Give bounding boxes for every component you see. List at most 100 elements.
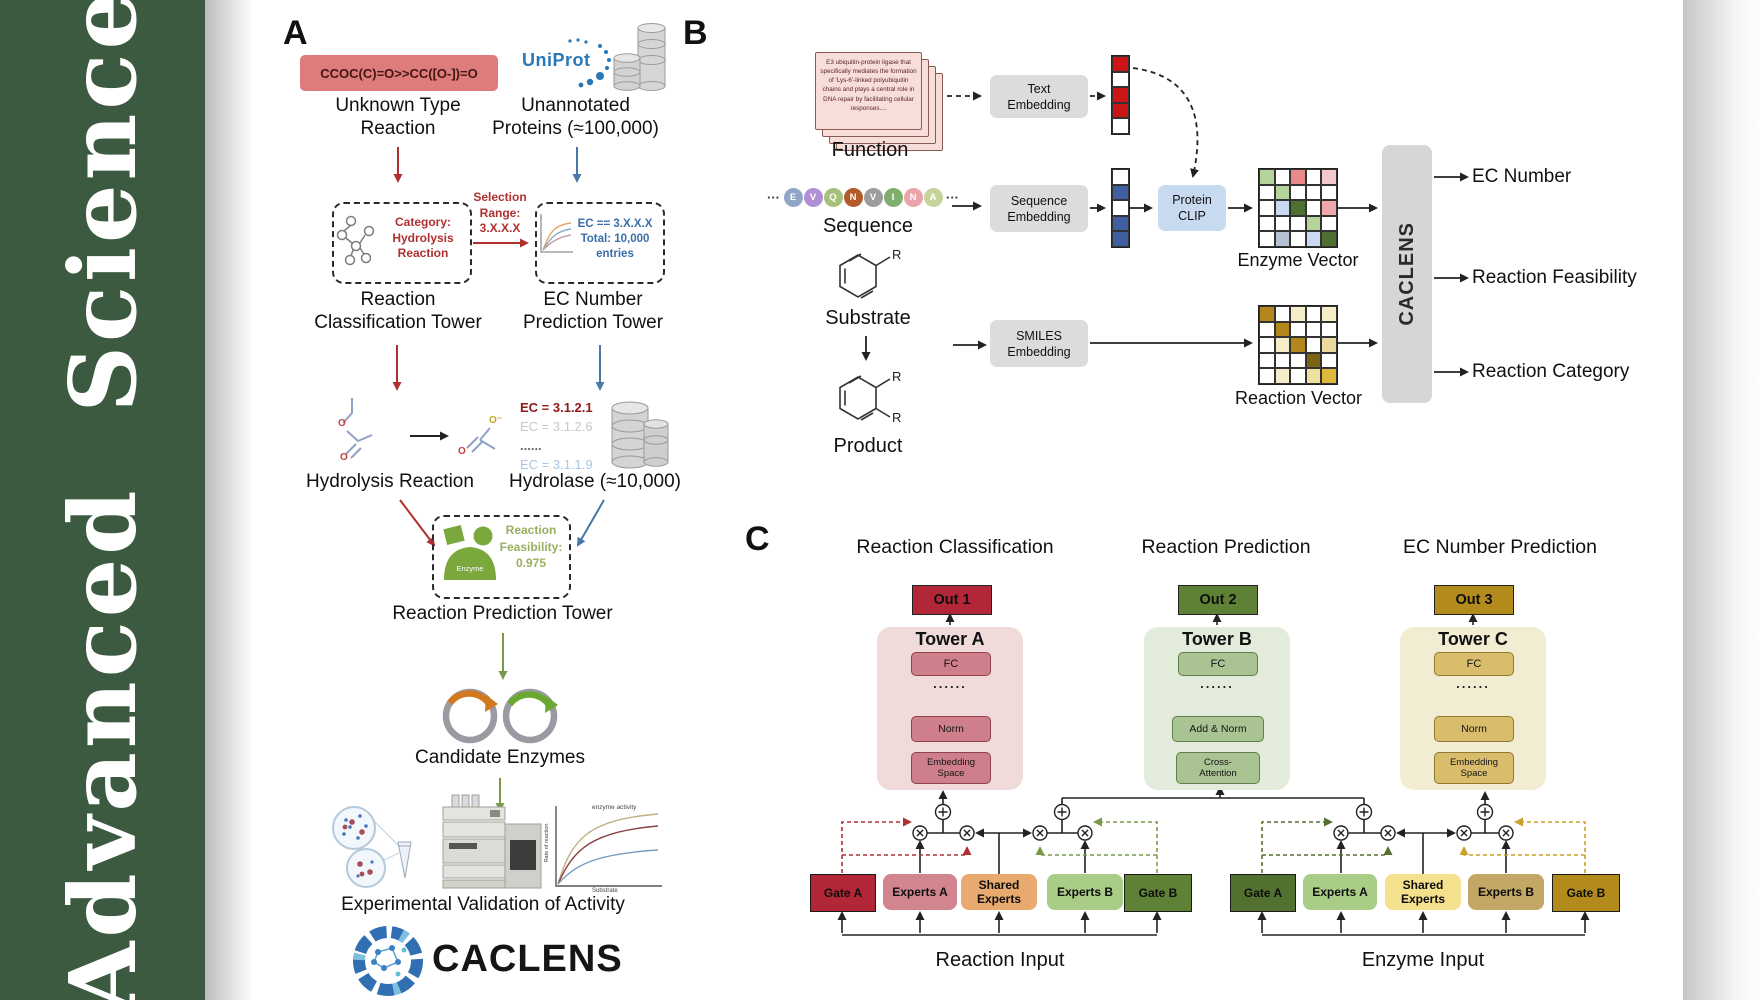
- acetate-oxygen-label: O: [458, 446, 466, 457]
- unannotated-proteins-label: Unannotated Proteins (≈100,000): [492, 95, 659, 139]
- hydrolase-label: Hydrolase (≈10,000): [508, 471, 681, 492]
- hplc-instrument-icon: [442, 794, 542, 889]
- column-title-reaction-classification: Reaction Classification: [856, 536, 1054, 558]
- sequence-embedding-box: Sequence Embedding: [990, 185, 1088, 232]
- caclens-module-label: CACLENS: [1395, 222, 1418, 326]
- reaction-experts-a: Experts A: [883, 874, 957, 910]
- caclens-wordmark: CACLENS: [432, 938, 623, 980]
- gating-nodes: [912, 803, 1514, 841]
- sequence-label: Sequence: [822, 215, 914, 237]
- reaction-vector-label: Reaction Vector: [1234, 388, 1363, 408]
- sequence-vector: [1111, 168, 1130, 248]
- panel-b-label: B: [683, 14, 708, 52]
- function-card: E3 ubiquitin-protein ligase that specifi…: [815, 52, 922, 130]
- panel-c-label: C: [745, 520, 770, 558]
- enzyme-shared-experts: Shared Experts: [1385, 874, 1461, 910]
- hydrolase-database-icon: [611, 401, 669, 469]
- tower-c-norm: Norm: [1434, 716, 1514, 742]
- tower-a-norm: Norm: [911, 716, 991, 742]
- output-reaction-feasibility: Reaction Feasibility: [1472, 267, 1637, 288]
- hydrolysis-reaction-label: Hydrolysis Reaction: [306, 471, 474, 492]
- reaction-gate-b: Gate B: [1124, 874, 1192, 912]
- petri-dish-icons: [332, 806, 412, 888]
- uniprot-dots-icon: [568, 38, 611, 88]
- protein-clip-box: Protein CLIP: [1158, 185, 1226, 231]
- enzyme-experts-b: Experts B: [1468, 874, 1544, 910]
- panel-a-label: A: [283, 14, 308, 52]
- feasibility-note: Reaction Feasibility: 0.975: [499, 523, 563, 570]
- tower-c-embedding: Embedding Space: [1434, 752, 1514, 784]
- candidate-enzymes-label: Candidate Enzymes: [414, 747, 586, 768]
- ester-oxygen-label: O: [338, 418, 346, 429]
- tower-a-fc: FC: [911, 652, 991, 676]
- smiles-embedding-box: SMILES Embedding: [990, 320, 1088, 367]
- enzyme-experts-a: Experts A: [1303, 874, 1377, 910]
- ec-curves-icon: [540, 214, 573, 253]
- output-ec-number: EC Number: [1472, 166, 1572, 187]
- tower-c-label: Tower C: [1438, 629, 1508, 649]
- tower-b-fc: FC: [1178, 652, 1258, 676]
- product-label: Product: [833, 435, 903, 457]
- enzyme-icon-label: Enzyme: [456, 564, 484, 573]
- ec-tower-label: EC Number Prediction Tower: [522, 289, 664, 333]
- tower-c-dots: ......: [1456, 676, 1490, 691]
- out3-box: Out 3: [1434, 585, 1514, 615]
- enzyme-vector-label: Enzyme Vector: [1237, 250, 1359, 270]
- ester-molecule: [342, 398, 373, 459]
- sequence-ellipsis-left: ···: [767, 190, 780, 205]
- function-card-text: E3 ubiquitin-protein ligase that specifi…: [820, 59, 917, 112]
- substrate-label: Substrate: [825, 307, 911, 329]
- validation-label: Experimental Validation of Activity: [341, 894, 625, 915]
- substrate-r-label: R: [892, 247, 902, 262]
- enzyme-input-label: Enzyme Input: [1361, 949, 1485, 971]
- graph-xlabel: Substrate: [592, 888, 618, 894]
- caclens-logo-icon: [353, 926, 423, 996]
- enzyme-vector-grid: [1258, 168, 1338, 248]
- molecule-cluster-icon: [336, 215, 375, 266]
- classification-dashed-box: [332, 202, 472, 284]
- prediction-tower-label: Reaction Prediction Tower: [392, 603, 613, 624]
- acetate-o-minus-label: O⁻: [489, 415, 503, 426]
- enzyme-gate-b: Gate B: [1552, 874, 1620, 912]
- graph-title: enzyme activity: [592, 804, 637, 811]
- tower-b-add-norm: Add & Norm: [1172, 716, 1264, 742]
- reaction-experts-b: Experts B: [1047, 874, 1123, 910]
- out2-box: Out 2: [1178, 585, 1258, 615]
- reaction-vector-grid: [1258, 305, 1338, 385]
- tower-a-embedding: Embedding Space: [911, 752, 991, 784]
- substrate-molecule: [839, 253, 891, 299]
- plasmid-icons: [442, 688, 558, 744]
- column-title-reaction-prediction: Reaction Prediction: [1141, 536, 1311, 558]
- text-vector: [1111, 55, 1130, 135]
- out1-box: Out 1: [912, 585, 992, 615]
- tower-a-label: Tower A: [915, 629, 985, 649]
- product-molecule: [839, 375, 891, 421]
- ec-note: EC == 3.X.X.X Total: 10,000 entries: [577, 218, 653, 260]
- journal-banner: Advanced Science: [0, 0, 205, 1000]
- selection-range-note: Selection Range: 3.X.X.X: [473, 190, 527, 235]
- page-left-shadow: [205, 0, 253, 1000]
- reaction-input-label: Reaction Input: [935, 949, 1065, 971]
- tower-b-dots: ......: [1200, 676, 1234, 691]
- uniprot-database-icon: [613, 23, 666, 91]
- enzyme-icon: [443, 525, 496, 580]
- activity-graph-icon: [555, 806, 662, 887]
- product-r2-label: R: [892, 410, 902, 425]
- reaction-gate-a: Gate A: [810, 874, 876, 912]
- column-title-ec-number-prediction: EC Number Prediction: [1403, 536, 1597, 558]
- text-embedding-box: Text Embedding: [990, 75, 1088, 118]
- acetate-molecule: [466, 427, 496, 453]
- product-r1-label: R: [892, 369, 902, 384]
- ester-carbonyl-oxygen-label: O: [340, 452, 348, 463]
- ec-dashed-box: [535, 202, 665, 284]
- classification-tower-label: Reaction Classification Tower: [314, 289, 482, 333]
- page-right-shadow: [1683, 0, 1760, 1000]
- tower-a-dots: ......: [933, 676, 967, 691]
- enzyme-gate-a: Gate A: [1230, 874, 1296, 912]
- caclens-module-box: CACLENS: [1382, 145, 1432, 403]
- uniprot-logo-text: UniProt: [522, 50, 591, 70]
